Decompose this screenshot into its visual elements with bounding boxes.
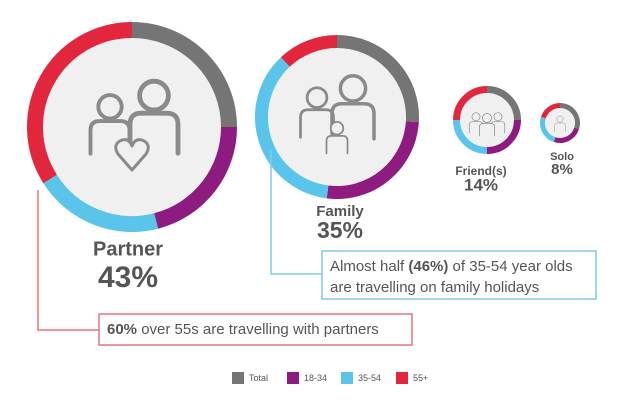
annotation-part: (46%)	[408, 258, 448, 275]
donut-center	[268, 48, 406, 186]
ring-segment	[540, 116, 556, 143]
ring-segment	[453, 86, 488, 121]
donut-label: Family	[316, 203, 364, 220]
ring-segment	[486, 86, 521, 121]
donut-value: 43%	[98, 261, 158, 294]
legend-label: Total	[249, 373, 268, 383]
ring-segment	[540, 103, 561, 119]
legend-swatch	[287, 372, 299, 384]
callouts	[37, 150, 597, 346]
legend-swatch	[341, 372, 353, 384]
annotation-part: are travelling on family holidays	[330, 279, 539, 296]
connector	[270, 150, 322, 275]
annotation-part: Almost half	[330, 258, 408, 275]
donut-value: 14%	[464, 175, 498, 194]
donut-label: Solo	[550, 151, 574, 163]
ring-segment	[255, 57, 329, 199]
ring-segment	[27, 22, 133, 184]
annotation: 60% over 55s are travelling with partner…	[107, 321, 379, 338]
ring-segment	[326, 121, 419, 199]
icons	[88, 74, 566, 172]
legend-label: 35-54	[358, 373, 381, 383]
ring-segment	[336, 35, 419, 123]
donut-value: 8%	[551, 161, 573, 178]
callout-box	[321, 250, 597, 300]
ring-segment	[280, 35, 338, 67]
annotation-part: of 35-54 year olds	[448, 258, 572, 275]
annotation-part: 60%	[107, 321, 137, 338]
annotation: Almost half (46%) of 35-54 year olds	[330, 258, 573, 275]
callout-box	[98, 313, 413, 346]
rings	[27, 22, 580, 232]
ring-segment	[43, 174, 159, 232]
ring-segment	[131, 22, 237, 128]
annotation-part: over 55s are travelling with partners	[137, 321, 379, 338]
legend-swatch	[232, 372, 244, 384]
annotation: are travelling on family holidays	[330, 279, 539, 296]
connector	[37, 190, 99, 331]
donut-label: Friend(s)	[455, 164, 506, 178]
legend-label: 18-34	[304, 373, 327, 383]
donut-value: 35%	[317, 217, 363, 243]
ring-segment	[453, 119, 488, 154]
ring-segment	[553, 127, 580, 143]
ring-segment	[559, 103, 580, 130]
ring-segment	[486, 119, 521, 154]
partner-icon	[88, 81, 179, 172]
legend-label: 55+	[413, 373, 428, 383]
donut-label: Partner	[93, 238, 163, 260]
ring-segment	[153, 126, 237, 229]
legend-swatch	[396, 372, 408, 384]
